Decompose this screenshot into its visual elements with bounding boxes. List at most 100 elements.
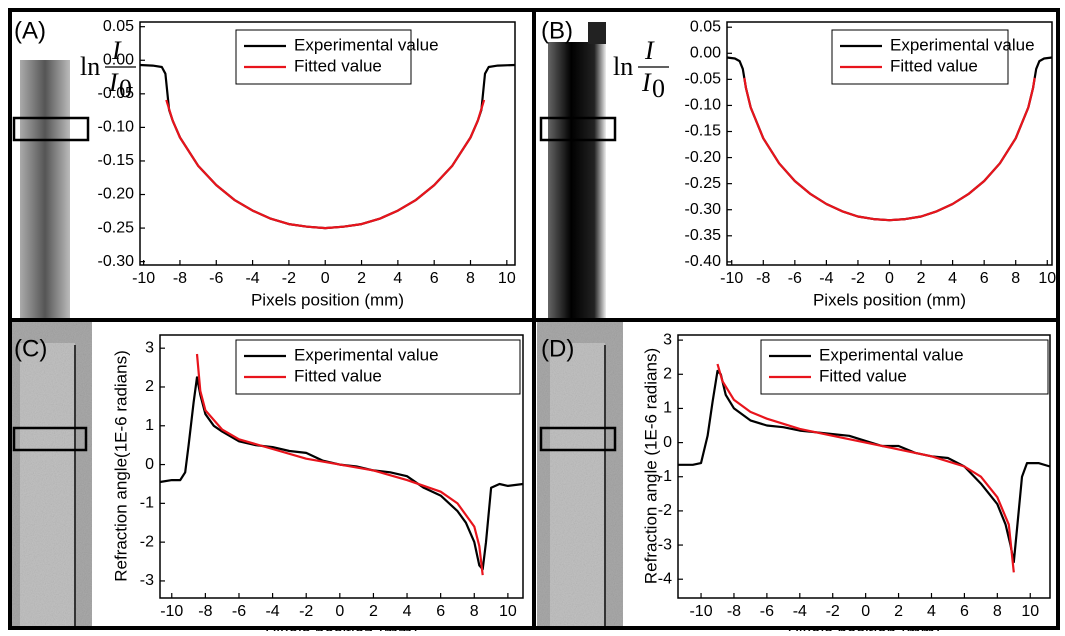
x-tick-label: -4 bbox=[793, 603, 807, 620]
x-tick-label: -6 bbox=[232, 603, 246, 620]
legend-label: Experimental value bbox=[890, 35, 1035, 54]
x-tick-label: 4 bbox=[927, 603, 936, 620]
y-tick-label: 2 bbox=[145, 378, 154, 395]
panel-label: (A) bbox=[14, 17, 46, 44]
x-tick-label: -4 bbox=[265, 603, 279, 620]
y-tick-label: -0.10 bbox=[98, 119, 135, 136]
x-tick-label: -6 bbox=[788, 270, 802, 287]
x-axis-title: Pixels position (mm) bbox=[251, 290, 404, 309]
x-tick-label: 0 bbox=[321, 270, 330, 287]
x-tick-label: 4 bbox=[948, 270, 957, 287]
y-tick-label: 0.05 bbox=[690, 18, 721, 35]
x-tick-label: 6 bbox=[980, 270, 989, 287]
x-tick-label: 2 bbox=[357, 270, 366, 287]
data-line bbox=[716, 363, 1015, 573]
panel-label: (C) bbox=[14, 335, 47, 362]
x-tick-label: 10 bbox=[499, 603, 517, 620]
x-tick-label: 2 bbox=[369, 603, 378, 620]
x-tick-label: -10 bbox=[689, 603, 712, 620]
x-tick-label: -2 bbox=[299, 603, 313, 620]
x-axis-title: Pixels position (mm) bbox=[813, 290, 966, 309]
x-tick-label: -6 bbox=[209, 270, 223, 287]
y-tick-label: -0.15 bbox=[685, 123, 722, 140]
y-tick-label: 0.00 bbox=[103, 51, 134, 68]
x-tick-label: 2 bbox=[917, 270, 926, 287]
roi-box bbox=[539, 426, 617, 452]
x-tick-label: 4 bbox=[403, 603, 412, 620]
x-tick-label: 6 bbox=[436, 603, 445, 620]
data-line bbox=[743, 77, 1036, 222]
y-tick-label: -1 bbox=[140, 495, 154, 512]
x-tick-label: -10 bbox=[132, 270, 155, 287]
y-tick-label: 3 bbox=[145, 339, 154, 356]
y-tick-label: 2 bbox=[663, 365, 672, 382]
x-tick-label: 4 bbox=[393, 270, 402, 287]
y-tick-label: -0.20 bbox=[685, 149, 722, 166]
sample-image bbox=[548, 42, 606, 318]
x-tick-label: 6 bbox=[430, 270, 439, 287]
y-tick-label: -3 bbox=[140, 572, 154, 589]
sample-image bbox=[20, 343, 75, 628]
x-tick-label: 2 bbox=[894, 603, 903, 620]
x-tick-label: -10 bbox=[160, 603, 183, 620]
sample-image bbox=[588, 22, 606, 44]
sample-image bbox=[550, 343, 605, 628]
y-axis-title: Refraction angle (1E-6 radians) bbox=[641, 348, 660, 584]
legend-label: Experimental value bbox=[819, 345, 964, 364]
y-tick-label: -0.40 bbox=[685, 253, 722, 270]
plot-area bbox=[139, 21, 516, 266]
x-axis-title: Pixels position (mm) bbox=[265, 623, 418, 631]
legend-label: Fitted value bbox=[294, 56, 382, 75]
x-axis-title: Pixels position (mm) bbox=[787, 623, 940, 631]
y-tick-label: 1 bbox=[663, 400, 672, 417]
x-tick-label: -6 bbox=[760, 603, 774, 620]
y-axis-title: I bbox=[108, 68, 119, 97]
y-axis-title: ln bbox=[80, 52, 100, 81]
data-line bbox=[165, 99, 486, 230]
y-axis-title: Refraction angle(1E-6 radians) bbox=[111, 350, 130, 582]
legend-box bbox=[235, 29, 412, 85]
x-tick-label: 0 bbox=[885, 270, 894, 287]
x-tick-label: -8 bbox=[198, 603, 212, 620]
y-tick-label: 0 bbox=[663, 434, 672, 451]
x-tick-label: -4 bbox=[245, 270, 259, 287]
y-axis-title: ln bbox=[613, 52, 633, 81]
sample-image bbox=[20, 60, 70, 318]
y-axis-title: I bbox=[644, 36, 655, 65]
y-tick-label: -0.30 bbox=[98, 253, 135, 270]
roi-box bbox=[12, 116, 90, 142]
y-tick-label: -0.25 bbox=[98, 219, 135, 236]
y-tick-label: -0.25 bbox=[685, 175, 722, 192]
x-tick-label: -2 bbox=[826, 603, 840, 620]
legend-label: Experimental value bbox=[294, 345, 439, 364]
x-tick-label: 8 bbox=[993, 603, 1002, 620]
x-tick-label: -8 bbox=[727, 603, 741, 620]
y-tick-label: -1 bbox=[658, 468, 672, 485]
legend-label: Fitted value bbox=[819, 366, 907, 385]
y-tick-label: 0.00 bbox=[690, 45, 721, 62]
panel-label: (D) bbox=[541, 335, 574, 362]
y-axis-title: I bbox=[641, 68, 652, 97]
y-tick-label: -3 bbox=[658, 536, 672, 553]
x-tick-label: 10 bbox=[498, 270, 516, 287]
y-tick-label: -0.15 bbox=[98, 152, 135, 169]
x-tick-label: 10 bbox=[1021, 603, 1039, 620]
data-line bbox=[195, 353, 484, 576]
y-tick-label: 0 bbox=[145, 456, 154, 473]
plot-area bbox=[159, 334, 524, 599]
y-tick-label: -0.10 bbox=[685, 97, 722, 114]
y-tick-label: -0.05 bbox=[98, 85, 135, 102]
legend-label: Fitted value bbox=[294, 366, 382, 385]
x-tick-label: 8 bbox=[470, 603, 479, 620]
x-tick-label: -8 bbox=[173, 270, 187, 287]
legend-label: Fitted value bbox=[890, 56, 978, 75]
x-tick-label: 10 bbox=[1038, 270, 1056, 287]
y-tick-label: 0.05 bbox=[103, 18, 134, 35]
y-axis-title: I bbox=[111, 36, 122, 65]
y-tick-label: -0.35 bbox=[685, 227, 722, 244]
y-axis-title: 0 bbox=[652, 74, 665, 103]
x-tick-label: -4 bbox=[819, 270, 833, 287]
legend-label: Experimental value bbox=[294, 35, 439, 54]
x-tick-label: 0 bbox=[335, 603, 344, 620]
